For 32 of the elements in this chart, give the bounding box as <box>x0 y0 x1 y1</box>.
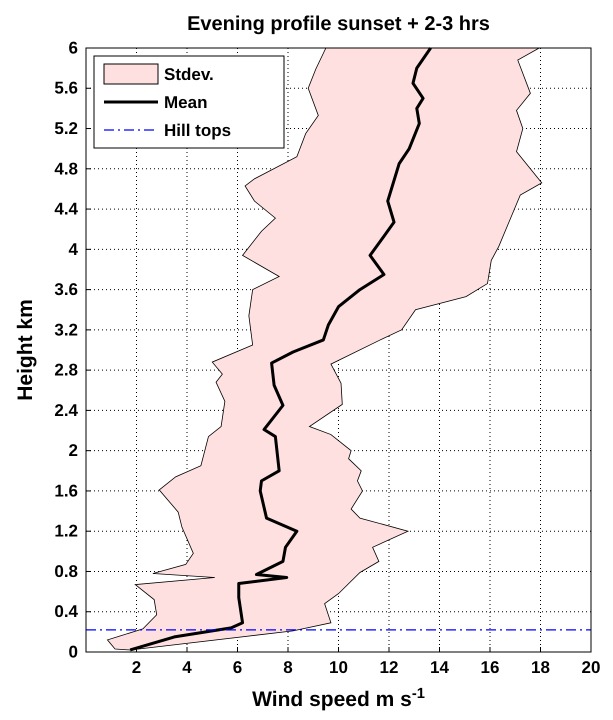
x-tick-label: 14 <box>430 658 450 678</box>
x-axis-title: Wind speed m s$^{-1}$ <box>252 686 425 711</box>
x-tick-label: 8 <box>283 658 293 678</box>
y-tick-label: 2 <box>68 441 78 460</box>
y-tick-label: 3.6 <box>54 280 78 300</box>
x-tick-label: 4 <box>182 658 192 678</box>
legend-label: Mean <box>164 93 208 112</box>
y-tick-label: 1.2 <box>54 522 78 541</box>
y-tick-label: 3.2 <box>54 320 78 340</box>
legend-label: Hill tops <box>164 121 232 140</box>
y-tick-label: 0.8 <box>54 562 78 581</box>
x-tick-label: 6 <box>232 658 242 678</box>
y-tick-label: 2.8 <box>54 360 78 380</box>
x-tick-label: 2 <box>132 658 142 678</box>
y-tick-label: 5.2 <box>54 118 78 138</box>
y-tick-label: 2.4 <box>54 400 79 420</box>
y-tick-label: 5.6 <box>54 78 78 98</box>
x-tick-label: 12 <box>380 658 398 678</box>
x-tick-label: 20 <box>582 658 600 678</box>
y-tick-label: 4.8 <box>54 159 78 178</box>
chart-title: Evening profile sunset + 2-3 hrs <box>187 13 490 35</box>
y-tick-label: 6 <box>68 38 78 58</box>
y-tick-label: 4 <box>68 240 79 259</box>
y-axis-title: Height km <box>14 299 37 401</box>
legend-label: Stdev. <box>164 65 214 84</box>
y-tick-label: 1.6 <box>54 481 78 500</box>
y-tick-label: 4.4 <box>54 200 79 219</box>
x-tick-label: 18 <box>531 658 550 678</box>
x-tick-label: 10 <box>329 658 348 678</box>
y-tick-label: 0 <box>68 642 78 662</box>
y-tick-label: 0.4 <box>54 602 79 622</box>
x-tick-label: 16 <box>480 658 500 678</box>
